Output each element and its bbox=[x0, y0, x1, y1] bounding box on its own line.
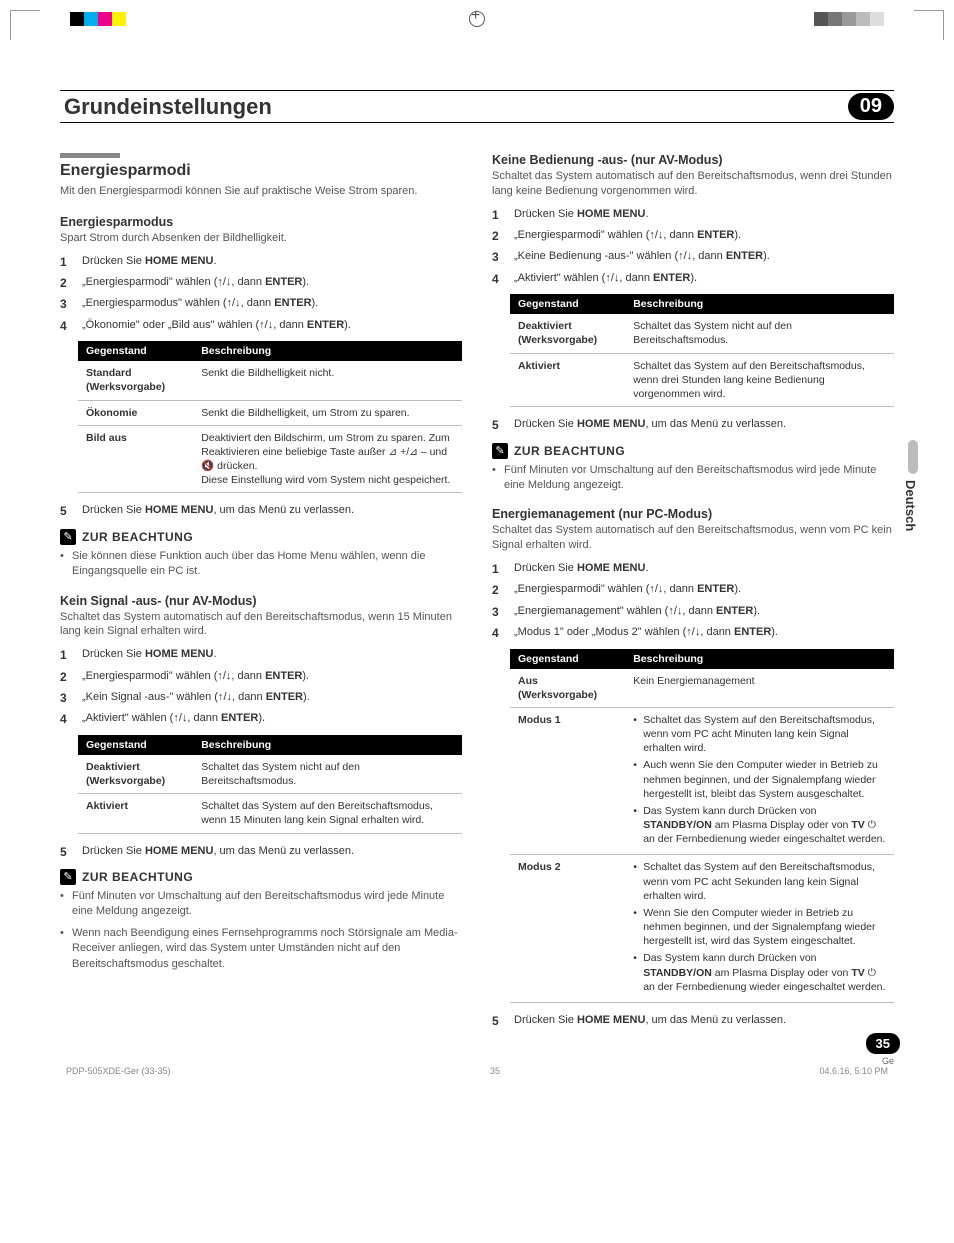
page-number-sub: Ge bbox=[882, 1056, 894, 1066]
table-row: ÖkonomieSenkt die Bildhelligkeit, um Str… bbox=[78, 400, 462, 425]
footer-mid: 35 bbox=[490, 1066, 500, 1076]
section-title: Energiesparmodi bbox=[60, 162, 462, 180]
table-header: Beschreibung bbox=[625, 649, 894, 669]
options-table: Gegenstand Beschreibung Deaktiviert (Wer… bbox=[78, 735, 462, 834]
step-item: „Energiesparmodi" wählen (↑/↓, dann ENTE… bbox=[60, 669, 462, 684]
table-row: Bild ausDeaktiviert den Bildschirm, um S… bbox=[78, 425, 462, 493]
note-item: Sie können diese Funktion auch über das … bbox=[60, 549, 462, 580]
step-item: „Modus 1" oder „Modus 2" wählen (↑/↓, da… bbox=[492, 625, 894, 640]
step-item: „Energiemanagement" wählen (↑/↓, dann EN… bbox=[492, 604, 894, 619]
steps-list: Drücken Sie HOME MENU. „Energiesparmodi" … bbox=[60, 254, 462, 334]
left-column: Energiesparmodi Mit den Energiesparmodi … bbox=[60, 153, 462, 1036]
page-number: 35 bbox=[866, 1033, 900, 1054]
note-item: Wenn nach Beendigung eines Fernsehprogra… bbox=[60, 926, 462, 972]
subsection-desc: Schaltet das System automatisch auf den … bbox=[60, 610, 462, 640]
footer-right: 04.6.16, 5:10 PM bbox=[819, 1066, 888, 1076]
step-item: „Keine Bedienung -aus-" wählen (↑/↓, dan… bbox=[492, 249, 894, 264]
table-row: Aus (Werksvorgabe)Kein Energiemanagement bbox=[510, 669, 894, 708]
options-table: Gegenstand Beschreibung Deaktiviert (Wer… bbox=[510, 294, 894, 407]
table-header: Gegenstand bbox=[510, 649, 625, 669]
note-list: Fünf Minuten vor Umschaltung auf den Ber… bbox=[492, 463, 894, 494]
subsection-desc: Spart Strom durch Absenken der Bildhelli… bbox=[60, 231, 462, 246]
step-item: Drücken Sie HOME MENU. bbox=[60, 254, 462, 269]
note-list: Fünf Minuten vor Umschaltung auf den Ber… bbox=[60, 889, 462, 972]
steps-list: Drücken Sie HOME MENU. „Energiesparmodi" … bbox=[60, 647, 462, 727]
step-item: „Kein Signal -aus-" wählen (↑/↓, dann EN… bbox=[60, 690, 462, 705]
chapter-header: Grundeinstellungen 09 bbox=[60, 90, 894, 123]
steps-list: Drücken Sie HOME MENU, um das Menü zu ve… bbox=[492, 417, 894, 432]
step-item: „Energiesparmodi" wählen (↑/↓, dann ENTE… bbox=[492, 582, 894, 597]
note-icon: ✎ bbox=[60, 869, 76, 885]
table-row: Standard (Werksvorgabe)Senkt die Bildhel… bbox=[78, 361, 462, 400]
side-pill bbox=[908, 440, 918, 474]
note-heading: ✎ ZUR BEACHTUNG bbox=[60, 869, 462, 885]
note-item: Fünf Minuten vor Umschaltung auf den Ber… bbox=[60, 889, 462, 920]
steps-list: Drücken Sie HOME MENU. „Energiesparmodi" … bbox=[492, 561, 894, 641]
step-item: Drücken Sie HOME MENU. bbox=[492, 207, 894, 222]
subsection-title: Energiesparmodus bbox=[60, 215, 462, 229]
step-item: „Energiesparmodi" wählen (↑/↓, dann ENTE… bbox=[60, 275, 462, 290]
steps-list: Drücken Sie HOME MENU, um das Menü zu ve… bbox=[60, 503, 462, 518]
options-table: Gegenstand Beschreibung Aus (Werksvorgab… bbox=[510, 649, 894, 1003]
note-heading: ✎ ZUR BEACHTUNG bbox=[492, 443, 894, 459]
subsection-desc: Schaltet das System automatisch auf den … bbox=[492, 169, 894, 199]
footer: PDP-505XDE-Ger (33-35) 35 04.6.16, 5:10 … bbox=[60, 1066, 894, 1076]
note-item: Fünf Minuten vor Umschaltung auf den Ber… bbox=[492, 463, 894, 494]
table-header: Gegenstand bbox=[510, 294, 625, 314]
chapter-number: 09 bbox=[848, 93, 894, 120]
steps-list: Drücken Sie HOME MENU, um das Menü zu ve… bbox=[492, 1013, 894, 1028]
table-header: Beschreibung bbox=[193, 735, 462, 755]
options-table: Gegenstand Beschreibung Standard (Werksv… bbox=[78, 341, 462, 493]
subsection-title: Kein Signal -aus- (nur AV-Modus) bbox=[60, 594, 462, 608]
table-header: Beschreibung bbox=[193, 341, 462, 361]
steps-list: Drücken Sie HOME MENU, um das Menü zu ve… bbox=[60, 844, 462, 859]
step-item: „Energiesparmodus" wählen (↑/↓, dann ENT… bbox=[60, 296, 462, 311]
step-item: „Aktiviert" wählen (↑/↓, dann ENTER). bbox=[492, 271, 894, 286]
table-header: Gegenstand bbox=[78, 735, 193, 755]
chapter-title: Grundeinstellungen bbox=[60, 94, 848, 120]
step-item: „Ökonomie" oder „Bild aus" wählen (↑/↓, … bbox=[60, 318, 462, 333]
section-intro: Mit den Energiesparmodi können Sie auf p… bbox=[60, 184, 462, 199]
footer-left: PDP-505XDE-Ger (33-35) bbox=[66, 1066, 171, 1076]
subsection-title: Energiemanagement (nur PC-Modus) bbox=[492, 507, 894, 521]
table-row: AktiviertSchaltet das System auf den Ber… bbox=[510, 353, 894, 407]
table-row: Modus 1Schaltet das System auf den Berei… bbox=[510, 707, 894, 855]
step-item: „Energiesparmodi" wählen (↑/↓, dann ENTE… bbox=[492, 228, 894, 243]
table-row: Deaktiviert (Werksvorgabe)Schaltet das S… bbox=[78, 755, 462, 794]
step-item: Drücken Sie HOME MENU. bbox=[492, 561, 894, 576]
language-tab: Deutsch bbox=[903, 480, 918, 531]
table-row: AktiviertSchaltet das System auf den Ber… bbox=[78, 794, 462, 833]
table-row: Modus 2Schaltet das System auf den Berei… bbox=[510, 855, 894, 1003]
step-item: „Aktiviert" wählen (↑/↓, dann ENTER). bbox=[60, 711, 462, 726]
steps-list: Drücken Sie HOME MENU. „Energiesparmodi" … bbox=[492, 207, 894, 287]
note-heading: ✎ ZUR BEACHTUNG bbox=[60, 529, 462, 545]
subsection-title: Keine Bedienung -aus- (nur AV-Modus) bbox=[492, 153, 894, 167]
table-row: Deaktiviert (Werksvorgabe)Schaltet das S… bbox=[510, 314, 894, 353]
table-header: Gegenstand bbox=[78, 341, 193, 361]
step-item: Drücken Sie HOME MENU. bbox=[60, 647, 462, 662]
note-icon: ✎ bbox=[60, 529, 76, 545]
section-accent bbox=[60, 153, 120, 158]
table-header: Beschreibung bbox=[625, 294, 894, 314]
right-column: Keine Bedienung -aus- (nur AV-Modus) Sch… bbox=[492, 153, 894, 1036]
note-list: Sie können diese Funktion auch über das … bbox=[60, 549, 462, 580]
note-icon: ✎ bbox=[492, 443, 508, 459]
subsection-desc: Schaltet das System automatisch auf den … bbox=[492, 523, 894, 553]
